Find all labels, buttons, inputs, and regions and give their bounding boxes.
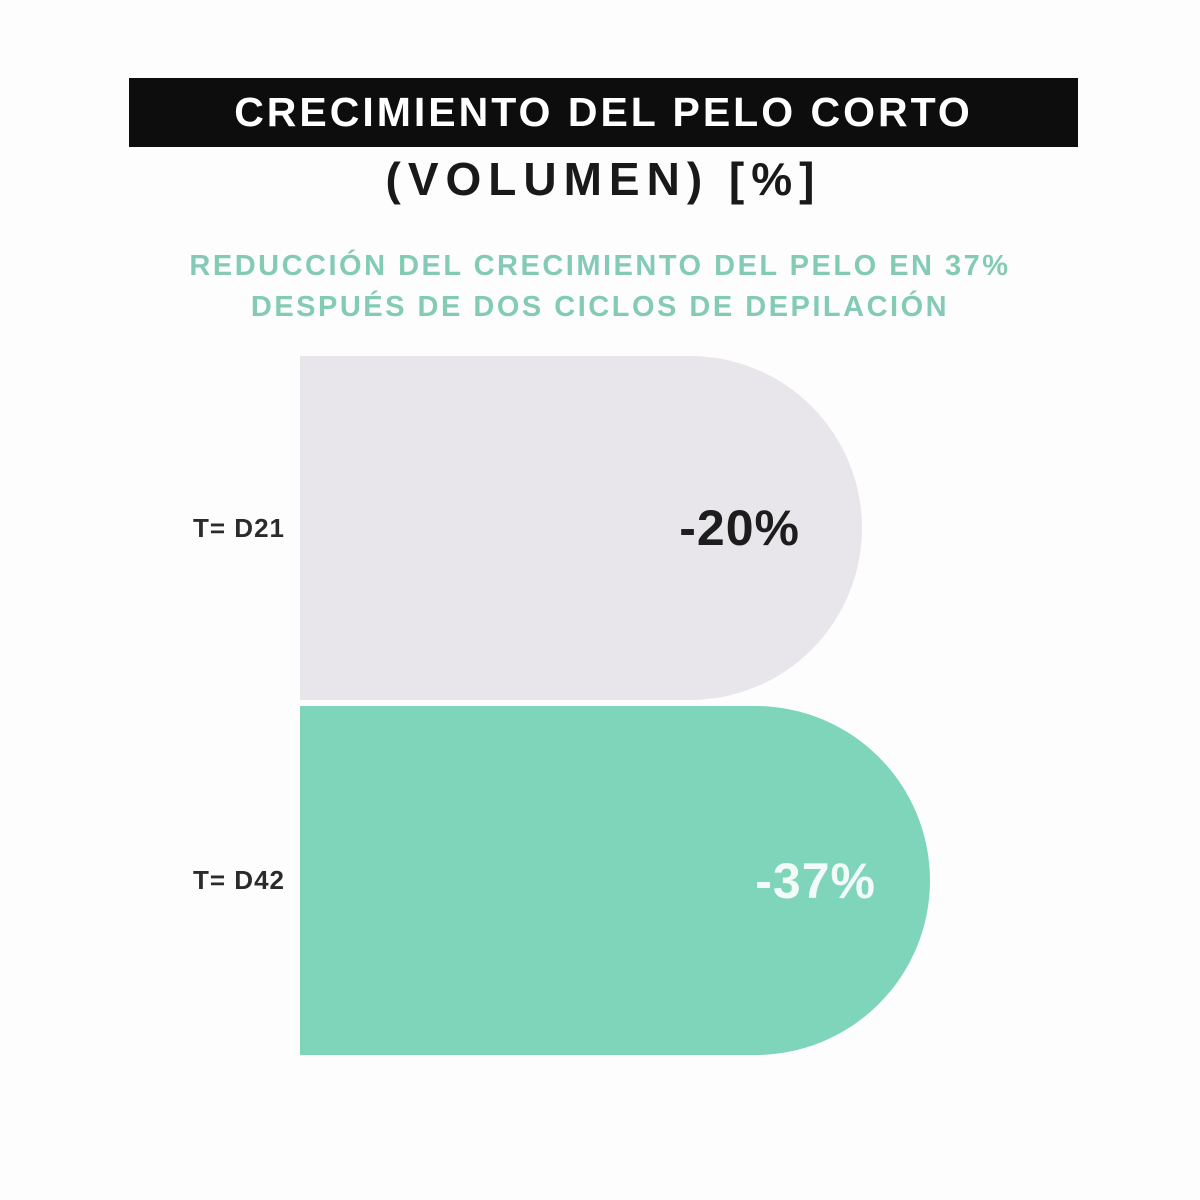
bar-d21-value: -20% [679, 500, 800, 556]
chart-annotation: REDUCCIÓN DEL CRECIMIENTO DEL PELO EN 37… [0, 246, 1200, 328]
category-label-d42: T= D42 [193, 865, 285, 895]
annotation-line-1: REDUCCIÓN DEL CRECIMIENTO DEL PELO EN 37… [189, 250, 1011, 282]
bar-d42: -37% [300, 706, 930, 1055]
title-banner: CRECIMIENTO DEL PELO CORTO [129, 78, 1078, 147]
annotation-line-2: DESPUÉS DE DOS CICLOS DE DEPILACIÓN [250, 291, 950, 323]
page-title: CRECIMIENTO DEL PELO CORTO [234, 89, 973, 135]
bar-d21: -20% [300, 356, 862, 700]
bar-d42-value: -37% [755, 852, 876, 909]
category-label-d21: T= D21 [193, 513, 285, 543]
units-subtitle: (VOLUMEN) [%] [385, 153, 822, 205]
